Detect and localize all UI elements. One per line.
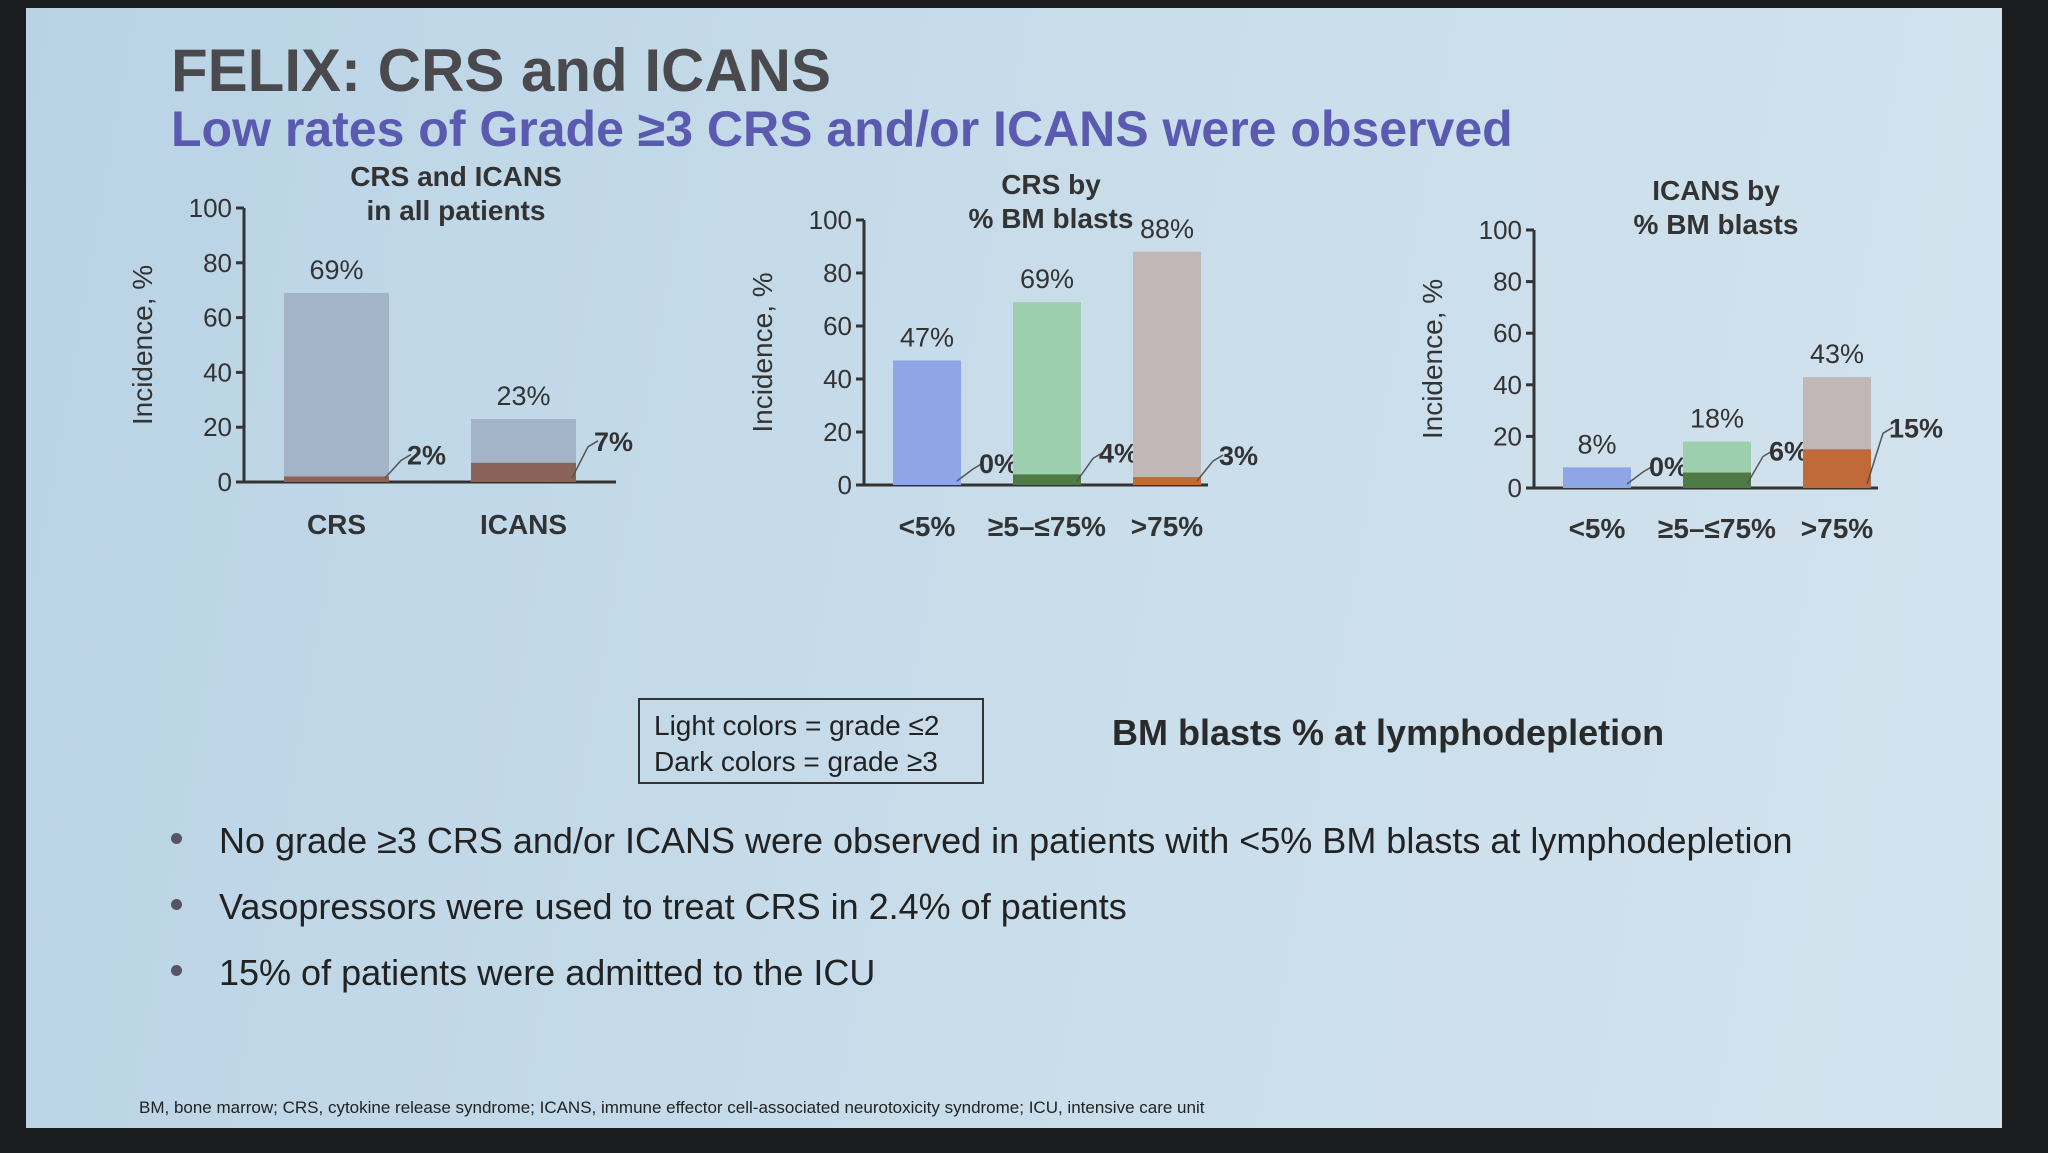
- y-tick-label: 60: [1493, 318, 1522, 348]
- bar-grade3: [1683, 472, 1751, 488]
- data-label-grade3: 2%: [407, 441, 446, 471]
- y-tick-label: 100: [809, 205, 852, 235]
- x-category-label: >75%: [1801, 513, 1873, 544]
- bm-blasts-group-label: BM blasts % at lymphodepletion: [1112, 712, 1665, 753]
- bullet-list: No grade ≥3 CRS and/or ICANS were observ…: [151, 816, 1793, 1014]
- data-label-grade3: 0%: [979, 449, 1018, 479]
- y-tick-label: 20: [823, 417, 852, 447]
- data-label-total: 88%: [1140, 214, 1194, 244]
- slide-subtitle: Low rates of Grade ≥3 CRS and/or ICANS w…: [171, 101, 1513, 157]
- y-axis-label: Incidence, %: [747, 272, 778, 432]
- data-label-total: 18%: [1690, 404, 1744, 434]
- legend-light-line: Light colors = grade ≤2: [654, 710, 940, 741]
- data-label-grade3: 0%: [1649, 452, 1688, 482]
- chart-title: CRS and ICANS in all patients: [350, 161, 562, 226]
- data-label-leader: [1196, 454, 1224, 482]
- data-label-leader: [1746, 449, 1774, 485]
- bullet-dot-icon: [171, 965, 182, 976]
- bar-total: [1013, 302, 1081, 485]
- bullet-dot-icon: [171, 899, 182, 910]
- bar-total: [1133, 251, 1201, 485]
- data-label-leader: [956, 462, 984, 482]
- data-label-leader: [1866, 426, 1894, 485]
- y-tick-label: 100: [1479, 215, 1522, 245]
- grade-legend-box: Light colors = grade ≤2 Dark colors = gr…: [638, 698, 984, 784]
- bar-grade3: [284, 476, 389, 482]
- data-label-leader: [571, 440, 599, 479]
- bar-grade3: [471, 462, 576, 482]
- y-tick-label: 40: [203, 357, 232, 387]
- data-label-total: 8%: [1577, 429, 1616, 459]
- x-category-label: <5%: [1569, 513, 1626, 544]
- x-category-label: <5%: [899, 511, 956, 542]
- y-tick-label: 80: [1493, 267, 1522, 297]
- data-label-total: 47%: [900, 322, 954, 352]
- y-tick-label: 80: [823, 258, 852, 288]
- bar-grade3: [1133, 477, 1201, 485]
- bullet-dot-icon: [171, 833, 182, 844]
- y-axis-label: Incidence, %: [127, 265, 158, 425]
- chart-title: CRS by% BM blasts: [969, 169, 1134, 234]
- bullet-text: Vasopressors were used to treat CRS in 2…: [219, 886, 1127, 927]
- y-tick-label: 20: [203, 412, 232, 442]
- x-category-label: ≥5–≤75%: [988, 511, 1106, 542]
- charts-area: CRS and ICANS in all patients 0 20 40 60 80 100…: [127, 161, 1943, 544]
- data-label-leader: [1626, 465, 1654, 485]
- data-label-grade3: 3%: [1219, 441, 1258, 471]
- data-label-total: 69%: [309, 255, 363, 285]
- slide-title: FELIX: CRS and ICANS: [171, 37, 832, 104]
- y-tick-label: 80: [203, 248, 232, 278]
- data-label-grade3: 4%: [1099, 438, 1138, 468]
- data-label-leader: [1076, 451, 1104, 482]
- y-tick-label: 40: [823, 364, 852, 394]
- legend-dark-line: Dark colors = grade ≥3: [654, 746, 938, 777]
- data-label-grade3: 7%: [594, 427, 633, 457]
- bullet-text: No grade ≥3 CRS and/or ICANS were observ…: [219, 820, 1793, 861]
- bullet-item: 15% of patients were admitted to the ICU: [151, 948, 1793, 1014]
- chart-title: ICANS by% BM blasts: [1634, 175, 1799, 240]
- y-tick-label: 0: [218, 467, 232, 497]
- y-tick-label: 20: [1493, 421, 1522, 451]
- x-category-label: ICANS: [480, 509, 567, 540]
- bullet-text: 15% of patients were admitted to the ICU: [219, 952, 876, 993]
- data-label-grade3: 6%: [1769, 437, 1808, 467]
- y-tick-label: 40: [1493, 370, 1522, 400]
- data-label-grade3: 15%: [1889, 413, 1943, 443]
- bullet-item: Vasopressors were used to treat CRS in 2…: [151, 882, 1793, 948]
- y-tick-label: 0: [838, 470, 852, 500]
- y-tick-label: 60: [823, 311, 852, 341]
- y-tick-label: 60: [203, 303, 232, 333]
- bar-total: [1563, 467, 1631, 488]
- y-axis-label: Incidence, %: [1417, 279, 1448, 439]
- y-tick-label: 0: [1508, 473, 1522, 503]
- bar-grade3: [1013, 474, 1081, 485]
- bar-total: [284, 292, 389, 482]
- x-category-label: CRS: [307, 509, 366, 540]
- bar-total: [893, 360, 961, 485]
- data-label-total: 69%: [1020, 264, 1074, 294]
- data-label-leader: [384, 453, 412, 479]
- data-label-total: 23%: [496, 381, 550, 411]
- bullet-item: No grade ≥3 CRS and/or ICANS were observ…: [151, 816, 1793, 882]
- data-label-total: 43%: [1810, 339, 1864, 369]
- x-category-label: >75%: [1131, 511, 1203, 542]
- y-tick-label: 100: [189, 193, 232, 223]
- slide: FELIX: CRS and ICANS Low rates of Grade …: [26, 8, 2002, 1128]
- x-category-label: ≥5–≤75%: [1658, 513, 1776, 544]
- footnote: BM, bone marrow; CRS, cytokine release s…: [139, 1098, 1205, 1117]
- bar-grade3: [1803, 449, 1871, 488]
